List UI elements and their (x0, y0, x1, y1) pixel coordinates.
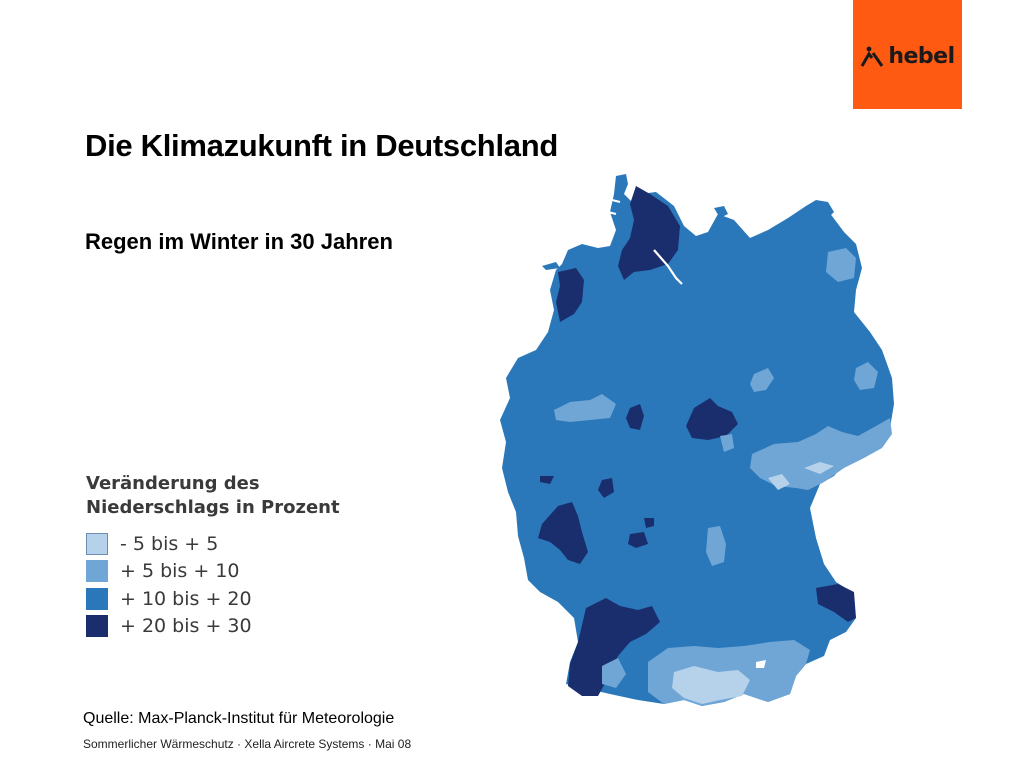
map-island-east (798, 200, 834, 224)
map-region-harz (750, 368, 774, 392)
legend-title-line2: Niederschlags in Prozent (86, 497, 340, 518)
source-note: Quelle: Max-Planck-Institut für Meteorol… (83, 710, 395, 727)
legend-title-line1: Veränderung des (86, 473, 260, 494)
map-lake-chiemsee (756, 660, 766, 668)
legend-title: Veränderung des Niederschlags in Prozent (86, 472, 346, 520)
hebel-logo-icon (861, 46, 884, 67)
footer: Sommerlicher Wärmeschutz · Xella Aircret… (83, 737, 411, 751)
map-region-base (500, 174, 894, 706)
map-region-black-forest (568, 598, 660, 696)
map-island-baltic (714, 206, 728, 218)
map-region-saxony (750, 418, 892, 490)
footer-company: Xella Aircrete Systems (244, 737, 365, 751)
legend-item: + 5 bis + 10 (86, 559, 240, 583)
legend-swatch-2 (86, 560, 108, 582)
map-region-west-1 (540, 476, 554, 484)
legend-item: + 10 bis + 20 (86, 587, 252, 611)
map-region-north-coast (618, 186, 680, 280)
hebel-logo: hebel (853, 0, 962, 109)
footer-date: Mai 08 (375, 737, 412, 751)
page-title: Die Klimazukunft in Deutschland (85, 128, 558, 163)
map-region-main (706, 526, 726, 566)
legend-swatch-1 (86, 533, 108, 555)
map-region-westphalia (554, 394, 616, 422)
footer-separator: · (237, 737, 242, 751)
map-region-franconia-1 (628, 532, 648, 548)
legend-swatch-3 (86, 588, 108, 610)
map-region-east-frisia (556, 268, 584, 322)
footer-separator: · (367, 737, 372, 751)
map-region-ore-mountains (804, 462, 834, 474)
map-region-franconia-2 (644, 518, 654, 528)
legend-label-4: + 20 bis + 30 (120, 615, 252, 637)
map-lakes-north (607, 199, 621, 215)
map-islands-north-sea (542, 256, 606, 270)
footer-topic: Sommerlicher Wärmeschutz (83, 737, 234, 751)
map-region-bavaria-north (720, 434, 734, 452)
map-region-hesse (626, 404, 644, 430)
map-river-elbe (653, 249, 683, 285)
map-region-west-2 (598, 478, 614, 498)
legend-label-1: - 5 bis + 5 (120, 533, 219, 555)
map-region-thuringia (686, 398, 738, 440)
legend-item: - 5 bis + 5 (86, 532, 218, 556)
map-region-lake-constance (602, 658, 626, 688)
map-region-saxony-east (768, 474, 790, 490)
legend-label-2: + 5 bis + 10 (120, 560, 240, 582)
map-region-mecklenburg (826, 248, 856, 282)
map-region-bavaria-east (816, 584, 856, 622)
legend-swatch-4 (86, 615, 108, 637)
page-subtitle: Regen im Winter in 30 Jahren (85, 229, 393, 254)
map-region-palatinate (538, 502, 588, 564)
map-region-brandenburg (854, 362, 878, 390)
legend-label-3: + 10 bis + 20 (120, 588, 252, 610)
germany-precipitation-map (500, 174, 894, 706)
logo-text: hebel (888, 44, 955, 69)
legend-item: + 20 bis + 30 (86, 614, 252, 638)
map-region-allgaeu (672, 666, 750, 704)
